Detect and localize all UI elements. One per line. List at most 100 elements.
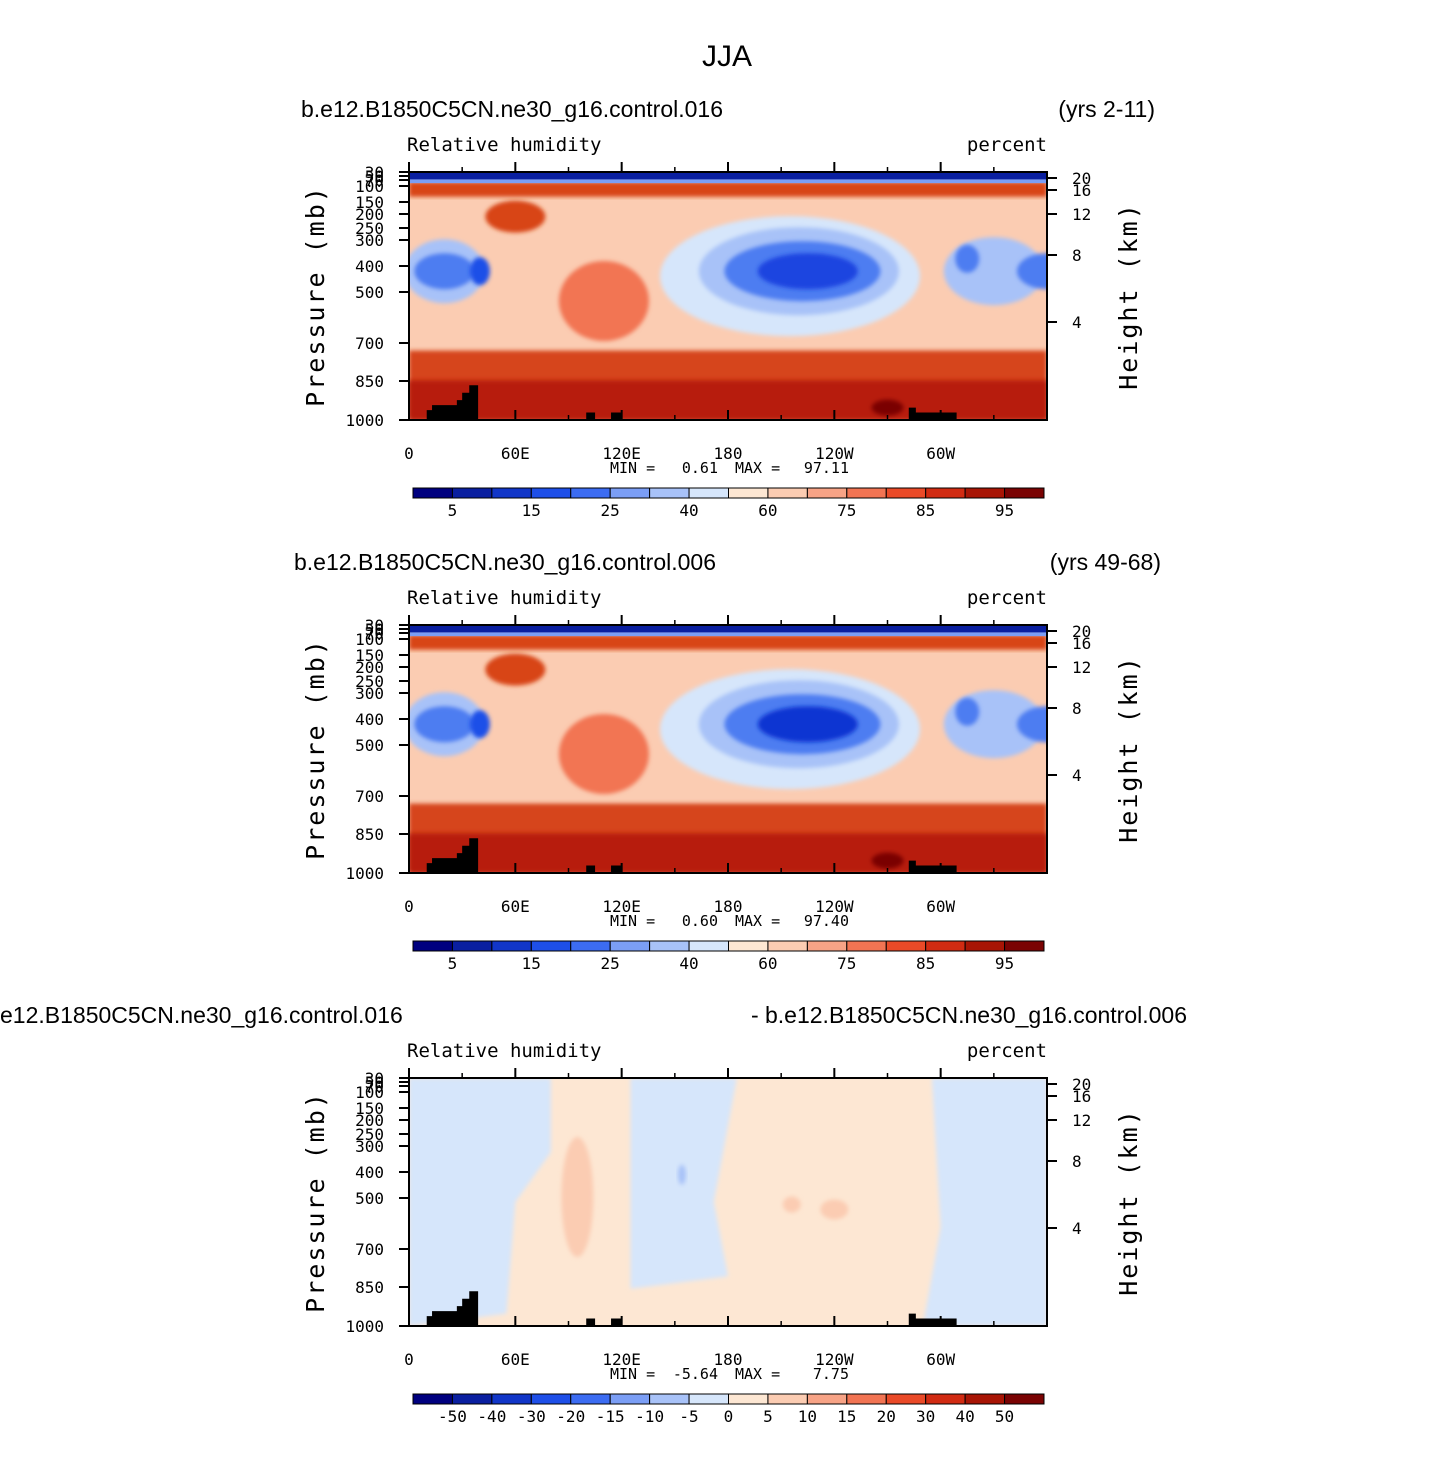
field-positive-patch-3 <box>782 1196 801 1213</box>
colorbar-label: 10 <box>798 1407 817 1426</box>
y-tick-label: 70 <box>365 624 384 643</box>
field-dry-left-core <box>469 710 490 739</box>
field-dry-left <box>414 706 475 743</box>
y-tick-label: 400 <box>355 710 384 729</box>
y-tick-label: 50 <box>365 1073 384 1092</box>
colorbar-label: -15 <box>596 1407 625 1426</box>
variable-label: Relative humidity <box>407 1040 601 1062</box>
y-right-tick-label: 8 <box>1072 1152 1082 1171</box>
x-tick-label: 60W <box>926 897 955 916</box>
colorbar-swatch <box>491 1393 532 1405</box>
y-tick-label: 70 <box>365 171 384 190</box>
x-tick-label: 120E <box>602 444 641 463</box>
colorbar-swatch <box>688 487 729 499</box>
variable-label: Relative humidity <box>407 134 601 156</box>
y-tick-label: 150 <box>355 193 384 212</box>
min-label: MIN = <box>610 459 655 477</box>
colorbar-swatch <box>570 1393 611 1405</box>
x-tick-label: 180 <box>714 1350 743 1369</box>
colorbar-label: -40 <box>477 1407 506 1426</box>
y-tick-label: 500 <box>355 736 384 755</box>
field-tropopause-moist <box>409 634 1047 650</box>
x-tick-label: 180 <box>714 444 743 463</box>
y-tick-label: 250 <box>355 1125 384 1144</box>
colorbar-swatch <box>806 487 848 499</box>
field-pacific-dry-core <box>757 706 858 743</box>
colorbar-label: 75 <box>837 501 856 520</box>
y-right-tick-label: 4 <box>1072 313 1082 332</box>
colorbar-label: 95 <box>995 954 1014 973</box>
colorbar-swatch <box>688 1393 729 1405</box>
y-tick-label: 500 <box>355 283 384 302</box>
y-right-tick-label: 20 <box>1072 1075 1091 1094</box>
x-tick-label: 120W <box>815 444 854 463</box>
field-upper-moist-60e <box>485 653 546 686</box>
colorbar-swatch <box>491 487 532 499</box>
y-tick-label: 200 <box>355 1111 384 1130</box>
y-right-tick-label: 20 <box>1072 622 1091 641</box>
colorbar-swatch <box>649 487 690 499</box>
contour-field <box>409 172 1047 420</box>
units-label: percent <box>967 134 1047 156</box>
colorbar-label: 5 <box>763 1407 773 1426</box>
y-right-tick-label: 20 <box>1072 169 1091 188</box>
colorbar-label: -50 <box>438 1407 467 1426</box>
colorbar-swatch <box>609 1393 651 1405</box>
x-tick-label: 60E <box>501 1350 530 1369</box>
colorbar-swatch <box>451 1393 493 1405</box>
panel-right-title: (yrs 2-11) <box>1058 96 1155 122</box>
panel-left-title: b.e12.B1850C5CN.ne30_g16.control.006 <box>294 549 716 575</box>
colorbar-swatch <box>925 940 966 952</box>
min-value: 0.61 <box>682 459 718 477</box>
colorbar-swatch <box>530 940 572 952</box>
colorbar-label: 5 <box>448 954 458 973</box>
y-tick-label: 300 <box>355 684 384 703</box>
y-tick-label: 1000 <box>345 1317 384 1336</box>
panel-left-title: b.e12.B1850C5CN.ne30_g16.control.016 <box>301 96 723 122</box>
page-title: JJA <box>702 40 752 73</box>
y-right-tick-label: 16 <box>1072 181 1091 200</box>
colorbar-label: -5 <box>679 1407 698 1426</box>
colorbar-swatch <box>609 487 651 499</box>
panel-3: e12.B1850C5CN.ne30_g16.control.016 - b.e1… <box>0 1002 1187 1426</box>
colorbar-swatch <box>964 940 1006 952</box>
x-tick-label: 60W <box>926 444 955 463</box>
colorbar-swatch <box>649 1393 690 1405</box>
y-right-tick-label: 16 <box>1072 634 1091 653</box>
y-axis-label: Pressure (mb) <box>301 185 330 407</box>
colorbar-swatch <box>767 940 808 952</box>
field-moist-column <box>558 260 649 341</box>
y-tick-label: 300 <box>355 1137 384 1156</box>
field-dry-left <box>414 253 475 290</box>
colorbar-label: 15 <box>837 1407 856 1426</box>
colorbar-swatch <box>885 940 927 952</box>
y-tick-label: 200 <box>355 205 384 224</box>
y-tick-label: 150 <box>355 1099 384 1118</box>
colorbar-swatch <box>806 1393 848 1405</box>
y-tick-label: 1000 <box>345 411 384 430</box>
y-tick-label: 700 <box>355 787 384 806</box>
y-tick-label: 700 <box>355 334 384 353</box>
field-positive-patch-2 <box>820 1199 849 1220</box>
colorbar-label: 60 <box>758 501 777 520</box>
colorbar-label: 40 <box>955 1407 974 1426</box>
colorbar-label: 85 <box>916 501 935 520</box>
colorbar-swatch <box>1004 940 1045 952</box>
field-stratosphere-edge <box>409 179 1047 184</box>
colorbar-label: 0 <box>724 1407 734 1426</box>
panel-1: b.e12.B1850C5CN.ne30_g16.control.016 (yrs… <box>301 96 1155 520</box>
min-label: MIN = <box>610 1365 655 1383</box>
colorbar-swatch <box>491 940 532 952</box>
colorbar-swatch <box>846 940 887 952</box>
colorbar-swatch <box>412 1393 453 1405</box>
field-negative-patch <box>677 1164 686 1185</box>
colorbar-swatch <box>728 940 769 952</box>
colorbar-label: 75 <box>837 954 856 973</box>
y-axis-label: Pressure (mb) <box>301 1091 330 1313</box>
y-tick-label: 250 <box>355 219 384 238</box>
x-tick-label: 120E <box>602 1350 641 1369</box>
colorbar-swatch <box>530 487 572 499</box>
colorbar-label: 20 <box>877 1407 896 1426</box>
y-tick-label: 200 <box>355 658 384 677</box>
